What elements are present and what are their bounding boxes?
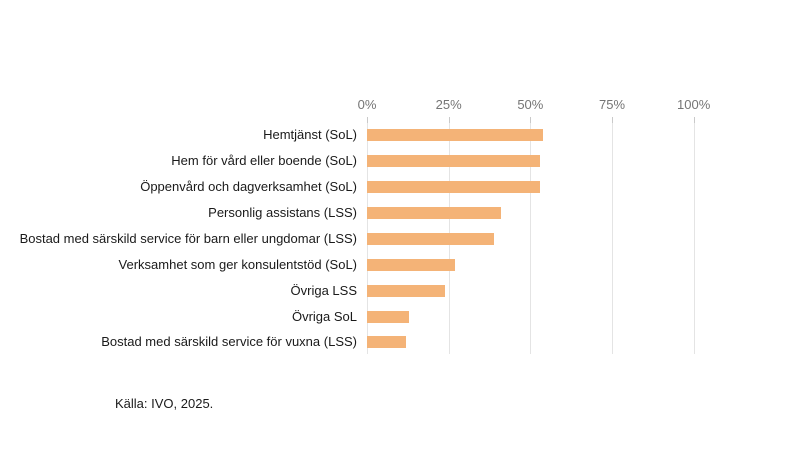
source-note: Källa: IVO, 2025. [115, 396, 214, 411]
x-axis-tick-mark [448, 117, 450, 123]
category-label: Övriga SoL [291, 308, 357, 324]
gridline [693, 123, 695, 354]
bar [367, 336, 407, 349]
x-axis-tick-mark [612, 117, 613, 123]
category-label: Bostad med särskild service för vuxna (L… [101, 334, 357, 350]
bar [367, 284, 446, 297]
category-label: Övriga LSS [290, 282, 357, 298]
category-label: Verksamhet som ger konsulentstöd (SoL) [118, 256, 357, 272]
category-label: Öppenvård och dagverksamhet (SoL) [140, 179, 357, 194]
category-label: Personlig assistans (LSS) [208, 204, 357, 220]
category-label: Hem för vård eller boende (SoL) [171, 153, 357, 169]
bar [367, 232, 495, 245]
bar [367, 181, 541, 193]
category-label: Bostad med särskild service för barn ell… [19, 230, 357, 246]
bar [367, 206, 501, 219]
gridline [612, 123, 613, 354]
bar [367, 310, 410, 323]
x-axis-tick-label: 50% [517, 97, 544, 112]
x-axis-tick-label: 25% [435, 97, 462, 112]
bar [367, 129, 544, 142]
x-axis-tick-label: 0% [357, 97, 377, 112]
x-axis-tick-label: 100% [677, 97, 711, 112]
category-label: Hemtjänst (SoL) [263, 127, 357, 143]
gridline [530, 123, 532, 354]
x-axis-tick-mark [367, 117, 368, 123]
bar [367, 155, 541, 168]
x-axis-tick-mark [530, 117, 532, 123]
bar [367, 258, 456, 271]
x-axis-tick-label: 75% [598, 97, 626, 112]
x-axis-tick-mark [693, 117, 695, 123]
